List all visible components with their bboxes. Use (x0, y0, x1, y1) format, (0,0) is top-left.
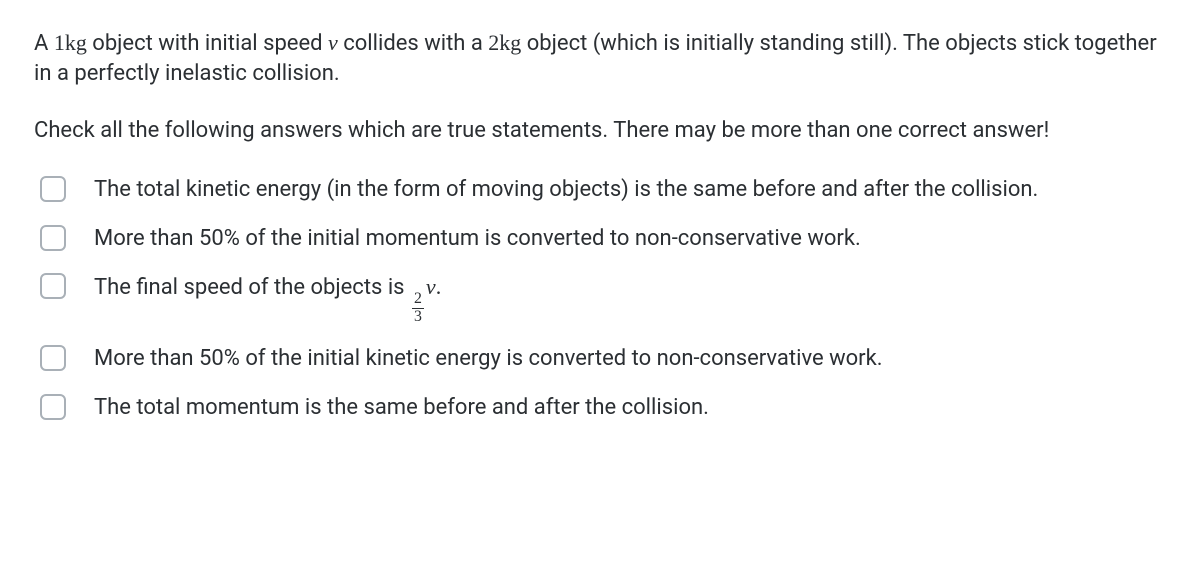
text: object with initial speed (87, 31, 328, 56)
option-5: The total momentum is the same before an… (40, 392, 1166, 423)
fraction: 23 (412, 291, 424, 325)
var-v: v (426, 274, 436, 299)
checkbox-3[interactable] (40, 273, 66, 299)
question-paragraph-1: A 1kg object with initial speed v collid… (34, 28, 1166, 88)
checkbox-2[interactable] (40, 225, 66, 251)
period: . (436, 274, 442, 299)
text: The final speed of the objects is (94, 275, 410, 300)
checkbox-4[interactable] (40, 345, 66, 371)
text: collides with a (338, 31, 489, 56)
option-3: The final speed of the objects is 23v. (40, 271, 1166, 325)
question-paragraph-2: Check all the following answers which ar… (34, 116, 1166, 146)
option-3-label: The final speed of the objects is 23v. (94, 271, 1166, 325)
text: Check all the following answers which ar… (34, 118, 1049, 143)
options-list: The total kinetic energy (in the form of… (34, 174, 1166, 423)
option-4: More than 50% of the initial kinetic ene… (40, 343, 1166, 374)
option-2: More than 50% of the initial momentum is… (40, 223, 1166, 254)
checkbox-1[interactable] (40, 176, 66, 202)
text: A (34, 31, 54, 56)
option-1: The total kinetic energy (in the form of… (40, 174, 1166, 205)
checkbox-5[interactable] (40, 394, 66, 420)
mass-2: 2kg (488, 30, 521, 55)
fraction-numerator: 2 (412, 291, 424, 308)
option-4-label: More than 50% of the initial kinetic ene… (94, 343, 1166, 374)
option-2-label: More than 50% of the initial momentum is… (94, 223, 1166, 254)
fraction-denominator: 3 (412, 308, 424, 326)
var-v: v (328, 30, 338, 55)
option-1-label: The total kinetic energy (in the form of… (94, 174, 1166, 205)
mass-1: 1kg (54, 30, 87, 55)
option-5-label: The total momentum is the same before an… (94, 392, 1166, 423)
